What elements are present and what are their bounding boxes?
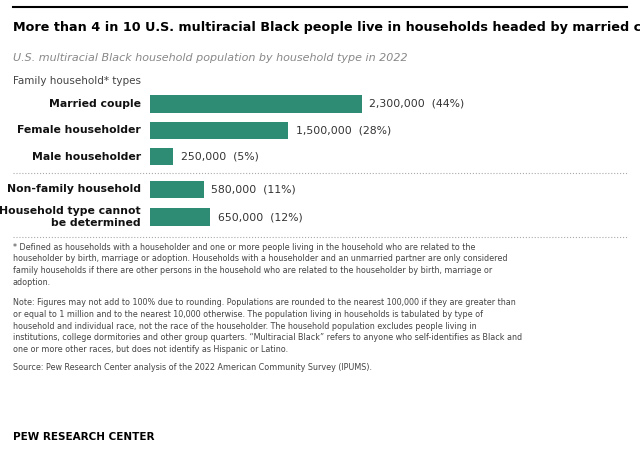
Text: * Defined as households with a householder and one or more people living in the : * Defined as households with a household… — [13, 243, 508, 287]
Text: Household type cannot
be determined: Household type cannot be determined — [0, 207, 141, 228]
Text: 1,500,000  (28%): 1,500,000 (28%) — [296, 125, 391, 135]
Text: 650,000  (12%): 650,000 (12%) — [218, 212, 303, 222]
Text: 250,000  (5%): 250,000 (5%) — [181, 152, 259, 162]
Text: U.S. multiracial Black household population by household type in 2022: U.S. multiracial Black household populat… — [13, 53, 408, 63]
Bar — [150, 181, 204, 198]
Text: Non-family household: Non-family household — [7, 184, 141, 195]
Text: Family household* types: Family household* types — [13, 76, 141, 86]
Text: Source: Pew Research Center analysis of the 2022 American Community Survey (IPUM: Source: Pew Research Center analysis of … — [13, 363, 372, 371]
Text: Male householder: Male householder — [31, 152, 141, 162]
Text: Note: Figures may not add to 100% due to rounding. Populations are rounded to th: Note: Figures may not add to 100% due to… — [13, 298, 522, 354]
Bar — [150, 148, 173, 165]
Text: PEW RESEARCH CENTER: PEW RESEARCH CENTER — [13, 432, 154, 442]
Bar — [150, 208, 210, 226]
Text: Female householder: Female householder — [17, 125, 141, 135]
Text: 580,000  (11%): 580,000 (11%) — [211, 184, 296, 195]
Bar — [150, 95, 362, 113]
Text: More than 4 in 10 U.S. multiracial Black people live in households headed by mar: More than 4 in 10 U.S. multiracial Black… — [13, 21, 640, 34]
Bar — [150, 122, 288, 139]
Text: 2,300,000  (44%): 2,300,000 (44%) — [369, 99, 465, 109]
Text: Married couple: Married couple — [49, 99, 141, 109]
